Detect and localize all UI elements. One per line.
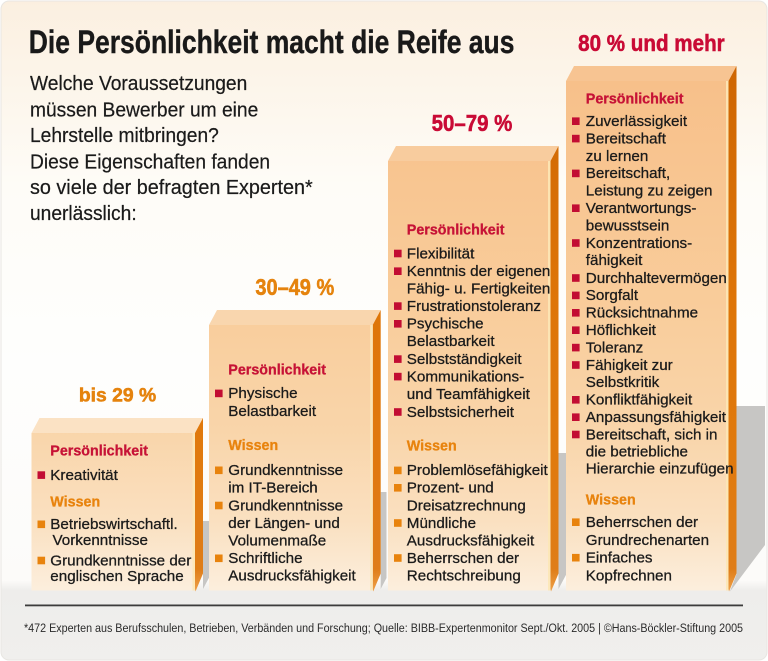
svg-text:unerlässlich:: unerlässlich: bbox=[30, 202, 137, 224]
svg-text:Grundkenntnisse der: Grundkenntnisse der bbox=[50, 552, 191, 569]
svg-text:Verantwortungs-: Verantwortungs- bbox=[586, 200, 697, 217]
svg-text:Volumenmaße: Volumenmaße bbox=[228, 533, 326, 550]
svg-text:Hierarchie einzufügen: Hierarchie einzufügen bbox=[586, 461, 734, 478]
svg-text:Psychische: Psychische bbox=[407, 316, 484, 333]
svg-text:Rechtschreibung: Rechtschreibung bbox=[407, 567, 521, 584]
svg-text:Toleranz: Toleranz bbox=[586, 339, 643, 356]
svg-text:Grundkenntnisse: Grundkenntnisse bbox=[228, 497, 343, 514]
svg-text:Fähig- u. Fertigkeiten: Fähig- u. Fertigkeiten bbox=[407, 281, 551, 298]
svg-text:Beherrschen der: Beherrschen der bbox=[407, 550, 519, 567]
svg-text:Bereitschaft, sich in: Bereitschaft, sich in bbox=[586, 426, 718, 443]
svg-text:im IT-Bereich: im IT-Bereich bbox=[228, 480, 317, 497]
svg-text:Kopfrechnen: Kopfrechnen bbox=[586, 567, 672, 584]
svg-text:Selbstsicherheit: Selbstsicherheit bbox=[407, 404, 515, 421]
svg-text:Prozent- und: Prozent- und bbox=[407, 480, 494, 497]
svg-text:Schriftliche: Schriftliche bbox=[228, 550, 302, 567]
svg-text:Sorgfalt: Sorgfalt bbox=[586, 287, 639, 304]
svg-text:zu lernen: zu lernen bbox=[586, 148, 648, 165]
svg-text:Vorkenntnisse: Vorkenntnisse bbox=[53, 532, 148, 549]
svg-text:Flexibilität: Flexibilität bbox=[407, 245, 475, 262]
svg-text:Physische: Physische bbox=[228, 385, 297, 402]
svg-text:Zuverlässigkeit: Zuverlässigkeit bbox=[586, 113, 688, 130]
svg-text:Die Persönlichkeit macht die R: Die Persönlichkeit macht die Reife aus bbox=[29, 25, 515, 61]
svg-text:Fähigkeit zur: Fähigkeit zur bbox=[586, 357, 673, 374]
svg-text:bewusstsein: bewusstsein bbox=[586, 217, 670, 234]
svg-text:*472 Experten aus Berufsschule: *472 Experten aus Berufsschulen, Betrieb… bbox=[24, 623, 743, 636]
svg-text:Beherrschen der: Beherrschen der bbox=[586, 514, 698, 531]
svg-text:Wissen: Wissen bbox=[228, 438, 278, 454]
svg-text:englischen Sprache: englischen Sprache bbox=[50, 568, 183, 585]
svg-text:30–49 %: 30–49 % bbox=[255, 274, 334, 301]
svg-text:Kreativität: Kreativität bbox=[50, 467, 118, 484]
svg-text:müssen Bewerber um eine: müssen Bewerber um eine bbox=[30, 99, 258, 121]
svg-text:Leistung zu zeigen: Leistung zu zeigen bbox=[586, 183, 713, 200]
svg-text:Persönlichkeit: Persönlichkeit bbox=[50, 443, 148, 459]
svg-text:Rücksichtnahme: Rücksichtnahme bbox=[586, 305, 698, 322]
svg-text:Anpassungsfähigkeit: Anpassungsfähigkeit bbox=[586, 409, 727, 426]
svg-text:Wissen: Wissen bbox=[586, 492, 636, 508]
svg-text:Kenntnis der eigenen: Kenntnis der eigenen bbox=[407, 263, 551, 280]
svg-text:Kommunikations-: Kommunikations- bbox=[407, 368, 524, 385]
svg-text:50–79 %: 50–79 % bbox=[432, 110, 513, 137]
svg-text:Durchhaltevermögen: Durchhaltevermögen bbox=[586, 270, 727, 287]
svg-text:Lehrstelle mitbringen?: Lehrstelle mitbringen? bbox=[30, 125, 219, 147]
svg-text:Wissen: Wissen bbox=[50, 494, 100, 510]
svg-text:Problemlösefähigkeit: Problemlösefähigkeit bbox=[407, 462, 549, 479]
svg-text:Ausdrucksfähigkeit: Ausdrucksfähigkeit bbox=[407, 532, 535, 549]
svg-text:Belastbarkeit: Belastbarkeit bbox=[407, 333, 496, 350]
svg-text:Konzentrations-: Konzentrations- bbox=[586, 235, 692, 252]
svg-text:Dreisatzrechnung: Dreisatzrechnung bbox=[407, 497, 526, 514]
svg-text:Betriebswirtschaftl.: Betriebswirtschaftl. bbox=[50, 516, 177, 533]
svg-text:Ausdrucksfähigkeit: Ausdrucksfähigkeit bbox=[228, 568, 356, 585]
svg-text:Persönlichkeit: Persönlichkeit bbox=[228, 362, 326, 378]
svg-text:bis 29 %: bis 29 % bbox=[79, 384, 156, 406]
svg-text:so viele der befragten Experte: so viele der befragten Experten* bbox=[30, 177, 313, 199]
svg-text:Konfliktfähigkeit: Konfliktfähigkeit bbox=[586, 392, 693, 409]
svg-text:und Teamfähigkeit: und Teamfähigkeit bbox=[407, 386, 531, 403]
svg-text:Diese Eigenschaften fanden: Diese Eigenschaften fanden bbox=[30, 151, 270, 173]
svg-text:Selbstständigkeit: Selbstständigkeit bbox=[407, 351, 523, 368]
svg-text:Wissen: Wissen bbox=[407, 438, 457, 454]
svg-text:Bereitschaft,: Bereitschaft, bbox=[586, 165, 670, 182]
svg-text:Selbstkritik: Selbstkritik bbox=[586, 374, 660, 391]
svg-text:Mündliche: Mündliche bbox=[407, 515, 476, 532]
svg-text:die betriebliche: die betriebliche bbox=[586, 444, 688, 461]
svg-text:der Längen- und: der Längen- und bbox=[228, 515, 339, 532]
svg-text:Frustrationstoleranz: Frustrationstoleranz bbox=[407, 298, 541, 315]
svg-text:Persönlichkeit: Persönlichkeit bbox=[407, 222, 505, 238]
svg-text:Höflichkeit: Höflichkeit bbox=[586, 322, 657, 339]
svg-text:Bereitschaft: Bereitschaft bbox=[586, 130, 667, 147]
svg-text:Welche Voraussetzungen: Welche Voraussetzungen bbox=[30, 73, 247, 95]
svg-text:80 % und mehr: 80 % und mehr bbox=[578, 30, 725, 57]
svg-text:Einfaches: Einfaches bbox=[586, 550, 653, 567]
svg-text:Persönlichkeit: Persönlichkeit bbox=[586, 91, 684, 107]
svg-text:Grundkenntnisse: Grundkenntnisse bbox=[228, 462, 343, 479]
svg-text:Belastbarkeit: Belastbarkeit bbox=[228, 403, 317, 420]
svg-text:Grundrechenarten: Grundrechenarten bbox=[586, 532, 709, 549]
svg-text:fähigkeit: fähigkeit bbox=[586, 252, 643, 269]
